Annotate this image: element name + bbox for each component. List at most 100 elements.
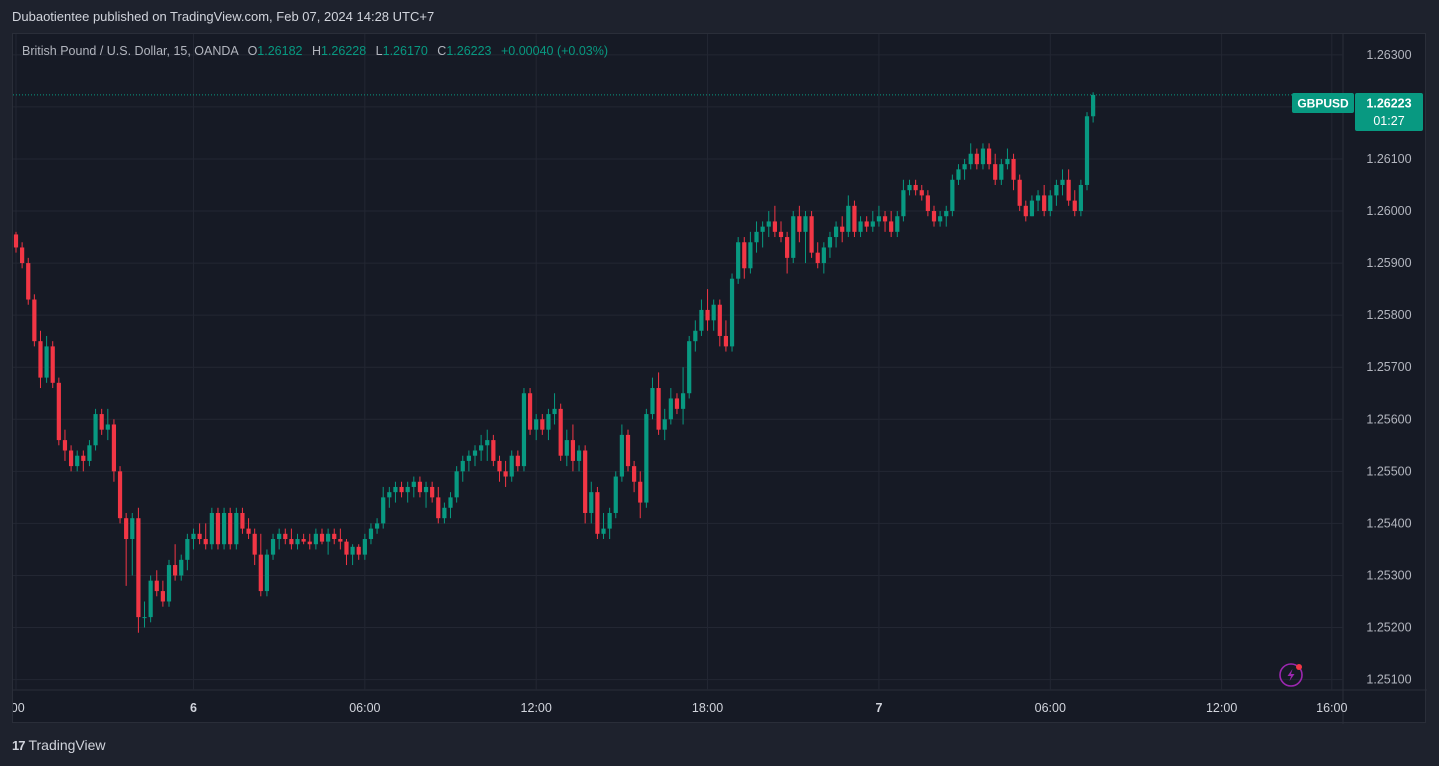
candle-body xyxy=(344,541,349,555)
candle xyxy=(619,424,624,482)
candle xyxy=(968,143,973,170)
candle xyxy=(50,341,55,389)
legend-high-label: H xyxy=(311,44,321,58)
candle xyxy=(44,335,49,383)
candle-body xyxy=(962,164,967,170)
price-axis[interactable]: 1.263001.262001.261001.260001.259001.258… xyxy=(1366,48,1411,687)
tradingview-logo[interactable]: 17 TradingView xyxy=(12,737,106,753)
candle xyxy=(283,528,288,545)
chart-panel[interactable]: 1.263001.262001.261001.260001.259001.258… xyxy=(7,33,1427,724)
candle-body xyxy=(846,205,851,232)
candle-body xyxy=(711,304,716,321)
time-axis-label: 12:00 xyxy=(521,701,552,715)
candle-body xyxy=(393,486,398,493)
candle-body xyxy=(717,304,722,336)
candle xyxy=(411,476,416,498)
candle-body xyxy=(105,424,110,430)
candle xyxy=(913,179,918,196)
candle-body xyxy=(179,559,184,576)
candle xyxy=(173,544,178,581)
candle xyxy=(93,408,98,451)
candle-body xyxy=(607,512,612,529)
candle xyxy=(87,440,92,467)
candle xyxy=(209,507,214,550)
candle-body xyxy=(75,455,80,467)
candle-body xyxy=(944,211,949,217)
candle-body xyxy=(221,512,227,545)
candle-body xyxy=(558,408,563,456)
candle xyxy=(362,533,367,560)
candle-body xyxy=(1029,200,1035,217)
candle xyxy=(117,466,123,524)
candle-body xyxy=(980,148,986,165)
candle-body xyxy=(723,335,729,347)
candle xyxy=(1072,190,1077,217)
candle-body xyxy=(956,169,961,180)
candle xyxy=(442,502,447,524)
candle-body xyxy=(228,512,233,545)
candle-body xyxy=(454,471,459,498)
candle xyxy=(705,289,710,331)
candle xyxy=(729,273,735,352)
price-axis-label: 1.25200 xyxy=(1366,621,1411,635)
candlestick-chart[interactable]: 1.263001.262001.261001.260001.259001.258… xyxy=(7,34,1427,724)
candle-body xyxy=(270,539,276,555)
candle xyxy=(454,466,459,503)
candle-body xyxy=(895,216,900,232)
candle xyxy=(674,393,680,415)
candle-body xyxy=(815,252,820,264)
candle-body xyxy=(497,460,502,472)
candle-body xyxy=(381,497,386,524)
candle xyxy=(332,528,337,545)
candle xyxy=(760,221,765,248)
legend-high-value: 1.26228 xyxy=(321,44,367,58)
legend-low-label: L xyxy=(375,44,383,58)
candle xyxy=(203,523,208,550)
candle xyxy=(980,143,986,170)
candle xyxy=(81,450,86,472)
candle-body xyxy=(423,486,429,493)
legend-change: +0.00040 (+0.03%) xyxy=(501,44,609,58)
candle-body xyxy=(534,419,539,430)
candle xyxy=(503,460,508,487)
candle xyxy=(791,211,796,264)
candle xyxy=(307,533,312,550)
candle xyxy=(833,221,839,248)
candle-body xyxy=(919,190,924,196)
candle-body xyxy=(240,512,245,529)
candle-body xyxy=(748,242,753,269)
candle-body xyxy=(160,591,165,602)
candle xyxy=(589,481,594,524)
price-axis-label: 1.25400 xyxy=(1366,516,1411,530)
candle xyxy=(644,408,649,508)
candle xyxy=(687,335,692,399)
candle xyxy=(742,237,747,279)
candle-body xyxy=(1017,179,1022,206)
candle xyxy=(13,231,19,253)
candle-body xyxy=(319,533,325,542)
symbol-tag-bg xyxy=(1292,93,1354,113)
candle-body xyxy=(833,226,839,238)
time-axis[interactable]: :00 6 06:00 12:00 18:00 7 06:00 12:00 16:00 xyxy=(7,701,1347,715)
candle-body xyxy=(662,419,667,430)
candle xyxy=(1091,92,1096,123)
candle xyxy=(374,518,380,534)
candle xyxy=(680,367,686,425)
candle xyxy=(258,533,263,597)
time-axis-label: :00 xyxy=(13,701,25,715)
lightning-icon[interactable] xyxy=(1279,663,1303,687)
candle-body xyxy=(864,221,869,227)
candle xyxy=(448,492,453,519)
candle-body xyxy=(760,226,765,232)
candle-body xyxy=(803,216,808,232)
candle xyxy=(130,512,135,576)
candle-body xyxy=(215,512,221,545)
legend-open-label: O xyxy=(247,44,258,58)
legend-open-value: 1.26182 xyxy=(257,44,303,58)
candle xyxy=(460,455,465,482)
candle-body xyxy=(1011,158,1016,180)
candle xyxy=(368,523,374,545)
candle xyxy=(754,221,759,253)
candle-body xyxy=(876,216,882,222)
candle xyxy=(693,320,698,352)
